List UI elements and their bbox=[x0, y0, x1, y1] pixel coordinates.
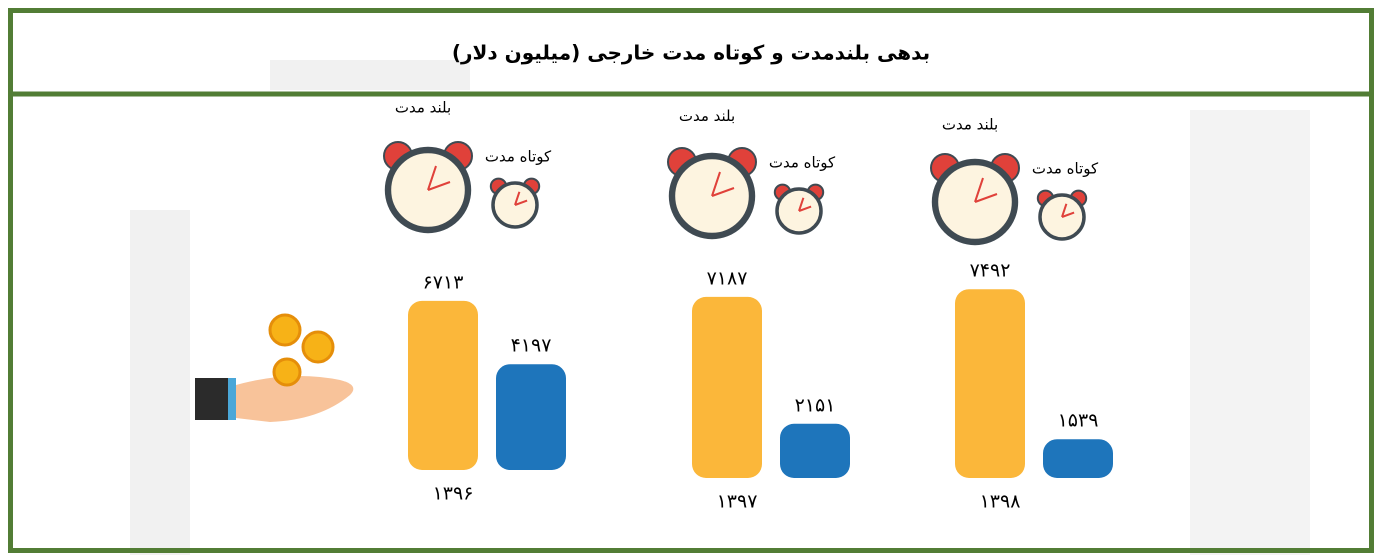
value-label: ۶۷۱۳ bbox=[423, 271, 464, 293]
x-tick-label: ۱۳۹۷ bbox=[717, 491, 758, 513]
cuff bbox=[228, 378, 236, 420]
bg-shape bbox=[270, 60, 470, 90]
value-label: ۱۵۳۹ bbox=[1058, 410, 1099, 432]
bar bbox=[408, 301, 478, 470]
bar bbox=[955, 289, 1025, 478]
bar bbox=[780, 424, 850, 478]
x-tick-label: ۱۳۹۶ bbox=[433, 483, 474, 505]
value-label: ۷۱۸۷ bbox=[707, 267, 748, 289]
series-label: کوتاه مدت bbox=[769, 154, 836, 172]
x-tick-label: ۱۳۹۸ bbox=[980, 491, 1021, 513]
bar bbox=[1043, 439, 1113, 478]
value-label: ۴۱۹۷ bbox=[511, 335, 552, 357]
value-label: ۷۴۹۲ bbox=[970, 260, 1011, 282]
series-label: کوتاه مدت bbox=[1032, 160, 1099, 178]
bar bbox=[692, 297, 762, 478]
coin bbox=[270, 315, 300, 345]
coin bbox=[303, 332, 333, 362]
series-label: کوتاه مدت bbox=[485, 148, 552, 166]
chart-title: بدهی بلندمدت و کوتاه مدت خارجی (میلیون د… bbox=[452, 41, 930, 65]
series-label: بلند مدت bbox=[679, 107, 735, 125]
sleeve bbox=[195, 378, 230, 420]
value-label: ۲۱۵۱ bbox=[795, 394, 836, 416]
chart: بدهی بلندمدت و کوتاه مدت خارجی (میلیون د… bbox=[0, 0, 1383, 555]
coin bbox=[274, 359, 300, 385]
bar bbox=[496, 364, 566, 470]
series-label: بلند مدت bbox=[942, 115, 998, 133]
bg-shape bbox=[1190, 110, 1310, 555]
bg-shape bbox=[130, 210, 190, 555]
page: بدهی بلندمدت و کوتاه مدت خارجی (میلیون د… bbox=[0, 0, 1383, 555]
series-label: بلند مدت bbox=[395, 99, 451, 117]
